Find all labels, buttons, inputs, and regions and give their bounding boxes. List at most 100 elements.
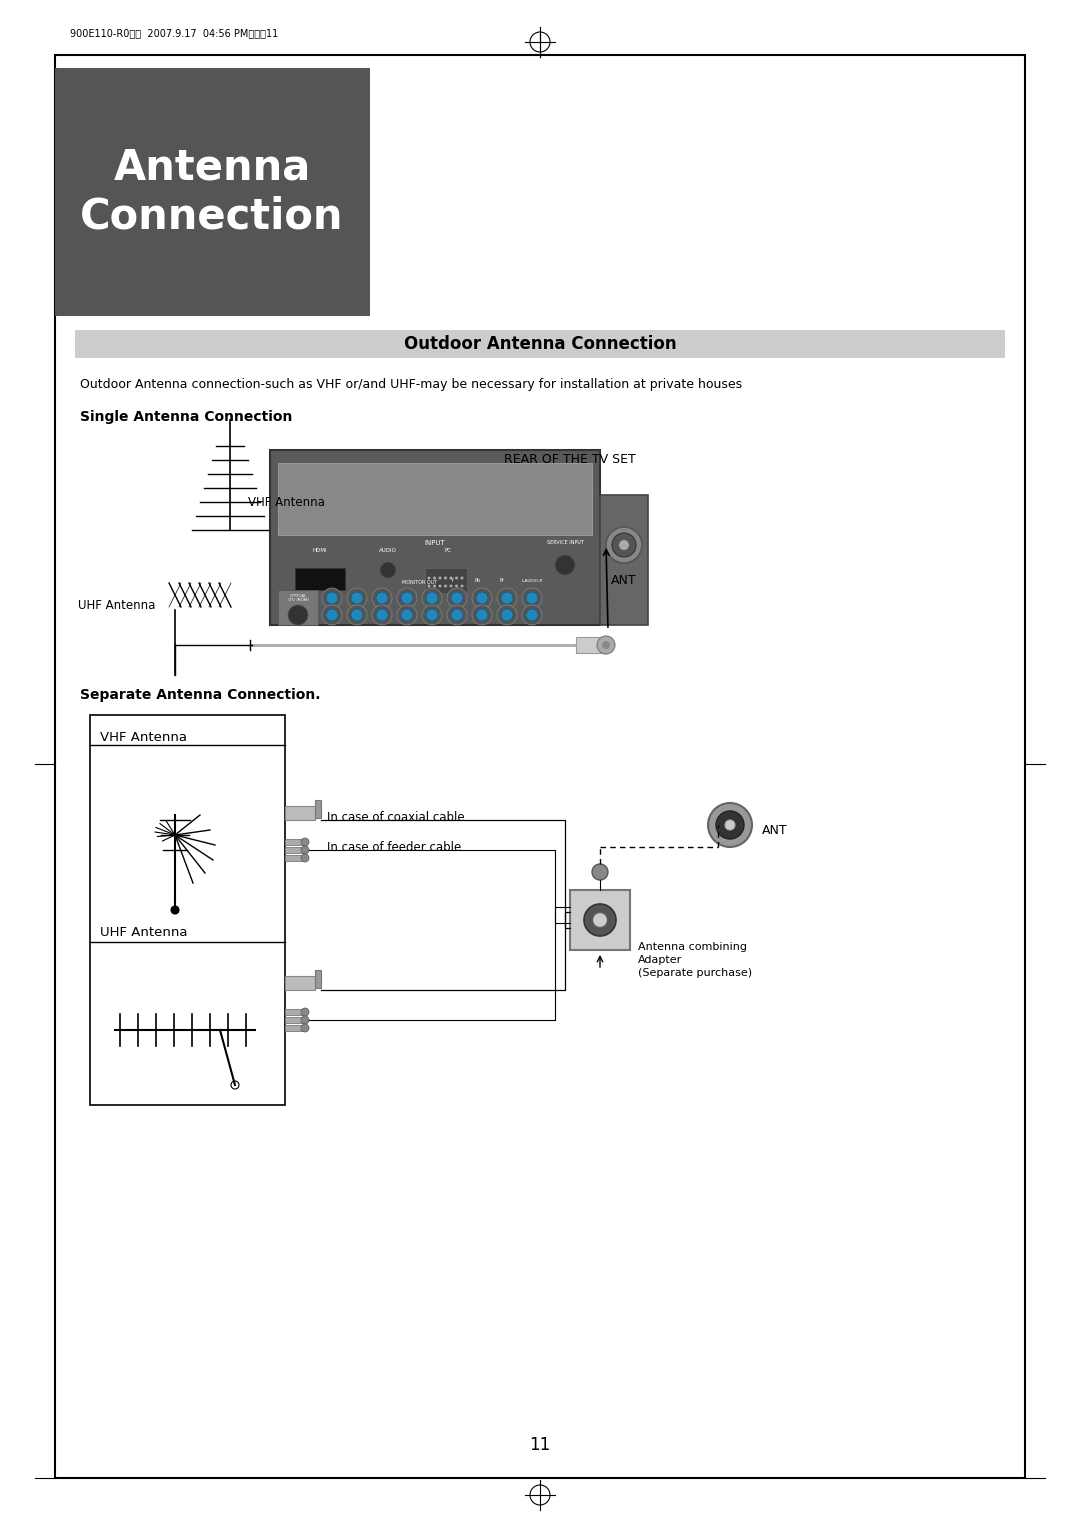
Bar	[285, 805, 315, 821]
Circle shape	[449, 576, 453, 579]
Text: 900E110-R0영어  2007.9.17  04:56 PM페이직11: 900E110-R0영어 2007.9.17 04:56 PM페이직11	[70, 28, 279, 38]
Circle shape	[288, 605, 308, 625]
Circle shape	[451, 591, 463, 604]
Circle shape	[347, 588, 367, 608]
Bar	[295, 568, 345, 590]
Text: AUDIO: AUDIO	[379, 549, 397, 553]
Text: VHF Antenna: VHF Antenna	[100, 730, 187, 744]
Circle shape	[526, 591, 538, 604]
Bar	[570, 889, 630, 950]
Circle shape	[351, 591, 363, 604]
Circle shape	[497, 605, 517, 625]
Circle shape	[597, 636, 615, 654]
Circle shape	[322, 588, 342, 608]
Circle shape	[401, 591, 413, 604]
Text: VIDEO   L-AUDIO-R: VIDEO L-AUDIO-R	[338, 626, 376, 631]
Circle shape	[593, 914, 607, 927]
Circle shape	[428, 585, 431, 587]
Circle shape	[326, 610, 338, 620]
Circle shape	[444, 585, 447, 587]
Circle shape	[372, 605, 392, 625]
Text: OPTICAL
(TV /ROM): OPTICAL (TV /ROM)	[287, 594, 309, 602]
Text: Antenna combining
Adapter
(Separate purchase): Antenna combining Adapter (Separate purc…	[638, 941, 752, 978]
Text: In case of coaxial cable: In case of coaxial cable	[327, 810, 464, 824]
Circle shape	[444, 576, 447, 579]
Bar	[270, 451, 600, 625]
Bar	[90, 715, 285, 1105]
Text: Separate Antenna Connection.: Separate Antenna Connection.	[80, 688, 321, 701]
Circle shape	[522, 605, 542, 625]
Bar	[55, 69, 370, 316]
Text: PC: PC	[445, 549, 451, 553]
Bar	[576, 637, 606, 652]
Bar	[600, 495, 648, 625]
Bar	[426, 568, 467, 593]
Circle shape	[497, 588, 517, 608]
Bar	[278, 590, 318, 625]
Circle shape	[449, 585, 453, 587]
Text: AV 1: AV 1	[352, 633, 362, 636]
Circle shape	[725, 821, 735, 830]
Circle shape	[501, 591, 513, 604]
Text: INPUT: INPUT	[424, 539, 445, 545]
Circle shape	[451, 610, 463, 620]
Text: HDMI: HDMI	[313, 549, 327, 553]
Text: MONITOR OUT: MONITOR OUT	[403, 579, 437, 585]
Bar	[315, 970, 321, 989]
Text: UHF Antenna: UHF Antenna	[78, 599, 156, 611]
Text: Antenna
Connection: Antenna Connection	[80, 147, 343, 237]
Circle shape	[592, 863, 608, 880]
Text: In case of feeder cable: In case of feeder cable	[327, 840, 461, 854]
Circle shape	[171, 906, 179, 914]
Bar	[55, 55, 1025, 1478]
Circle shape	[612, 533, 636, 558]
Circle shape	[422, 588, 442, 608]
Circle shape	[460, 585, 463, 587]
Circle shape	[301, 847, 309, 854]
Bar	[285, 1025, 303, 1031]
Bar	[285, 976, 315, 990]
Circle shape	[376, 610, 388, 620]
Text: Outdoor Antenna Connection: Outdoor Antenna Connection	[404, 335, 676, 353]
Circle shape	[602, 642, 610, 649]
Text: S-VIDEO1: S-VIDEO1	[288, 626, 308, 631]
Circle shape	[476, 610, 488, 620]
Circle shape	[301, 1024, 309, 1031]
Text: UHF Antenna: UHF Antenna	[100, 926, 188, 938]
Circle shape	[351, 610, 363, 620]
Circle shape	[301, 1008, 309, 1016]
Circle shape	[397, 605, 417, 625]
Bar	[285, 839, 303, 845]
Circle shape	[522, 588, 542, 608]
Bar	[315, 801, 321, 817]
Text: Pb: Pb	[474, 578, 480, 584]
Circle shape	[301, 1016, 309, 1024]
Text: 11: 11	[529, 1436, 551, 1455]
Circle shape	[455, 585, 458, 587]
Text: VHF Antenna: VHF Antenna	[248, 495, 325, 509]
Circle shape	[455, 576, 458, 579]
Circle shape	[322, 605, 342, 625]
Circle shape	[438, 585, 442, 587]
Bar	[285, 856, 303, 860]
Bar	[285, 1018, 303, 1024]
Circle shape	[716, 811, 744, 839]
Circle shape	[426, 610, 438, 620]
Bar	[75, 330, 1005, 358]
Circle shape	[472, 605, 492, 625]
Circle shape	[426, 591, 438, 604]
Circle shape	[476, 591, 488, 604]
Circle shape	[555, 555, 575, 575]
Circle shape	[401, 610, 413, 620]
Circle shape	[347, 605, 367, 625]
Circle shape	[438, 576, 442, 579]
Text: ANT: ANT	[762, 824, 787, 836]
Circle shape	[447, 605, 467, 625]
Circle shape	[433, 585, 436, 587]
Circle shape	[708, 804, 752, 847]
Circle shape	[619, 539, 629, 550]
Text: SERVICE INPUT: SERVICE INPUT	[546, 539, 583, 545]
Circle shape	[231, 1080, 239, 1089]
Text: L-AUDIO-R: L-AUDIO-R	[522, 579, 542, 584]
Circle shape	[422, 605, 442, 625]
